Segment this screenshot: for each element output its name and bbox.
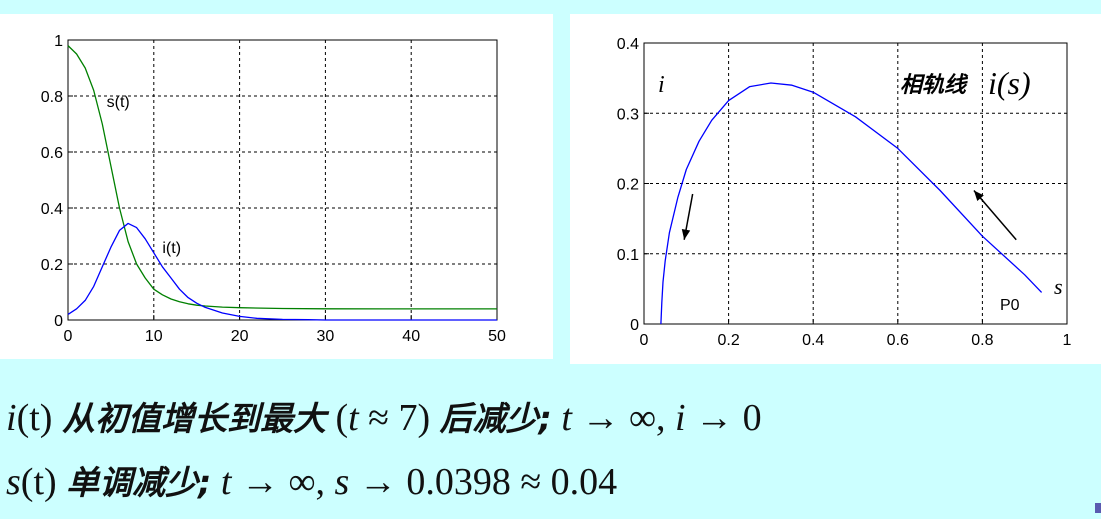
caption-2-func: s bbox=[6, 461, 21, 503]
left-tick-label-y: 0.2 bbox=[41, 257, 63, 274]
point-label-p0: P0 bbox=[1000, 297, 1020, 314]
phase-trajectory-chart: 0 0.2 0.4 0.6 0.8 1 0 0.1 0.2 0.3 0.4 i s 相轨线 i(s) P0 bbox=[617, 36, 1072, 349]
time-series-chart: 0 10 20 30 40 50 0 0.2 0.4 0.6 0.8 1 s(t) i(t) bbox=[41, 33, 506, 345]
caption-1-text2: 后减少; bbox=[439, 399, 552, 438]
caption-line-2: s(t) 单调减少; t → ∞, s → 0.0398 ≈ 0.04 bbox=[6, 456, 617, 504]
series-line-i-of-s bbox=[660, 82, 1043, 325]
left-tick-label-x: 0 bbox=[64, 328, 73, 345]
left-tick-label-y: 0.6 bbox=[41, 145, 63, 162]
series-line-st bbox=[67, 45, 497, 310]
right-tick-label-y: 0.1 bbox=[617, 247, 639, 264]
left-tick-label-y: 1 bbox=[54, 33, 63, 50]
right-tick-label-y: 0.2 bbox=[617, 177, 639, 194]
left-tick-label-x: 50 bbox=[488, 328, 506, 345]
caption-1-tail-end: → 0 bbox=[695, 397, 762, 439]
left-tick-label-y: 0 bbox=[54, 313, 63, 330]
caption-2-tail-end: → 0.0398 ≈ 0.04 bbox=[358, 461, 618, 503]
right-tick-label-x: 0.8 bbox=[971, 332, 993, 349]
series-line-it bbox=[67, 222, 497, 321]
caption-line-1: i(t) 从初值增长到最大 (t ≈ 7) 后减少; t → ∞, i → 0 bbox=[6, 392, 762, 440]
right-tick-label-y: 0.4 bbox=[617, 36, 639, 53]
left-chart-panel: 0 10 20 30 40 50 0 0.2 0.4 0.6 0.8 1 s(t) i(t) bbox=[0, 14, 553, 359]
right-tick-label-y: 0.3 bbox=[617, 106, 639, 123]
left-tick-label-x: 10 bbox=[145, 328, 163, 345]
left-tick-label-y: 0.8 bbox=[41, 89, 63, 106]
left-tick-label-x: 30 bbox=[317, 328, 335, 345]
right-tick-label-x: 1 bbox=[1063, 332, 1072, 349]
direction-arrow-shaft bbox=[973, 190, 1017, 241]
caption-1-tvar: t bbox=[348, 397, 359, 439]
caption-2-tail-arrow: → ∞, bbox=[240, 461, 326, 503]
phase-chart-title-text: 相轨线 bbox=[900, 72, 969, 98]
caption-1-func-arg: (t) bbox=[16, 397, 53, 439]
caption-1-tail-t: t bbox=[561, 397, 572, 439]
left-tick-label-x: 40 bbox=[402, 328, 420, 345]
left-plot-area bbox=[68, 40, 497, 320]
annotation-label: i(t) bbox=[162, 240, 181, 257]
right-tick-label-x: 0.6 bbox=[887, 332, 909, 349]
annotation-label: s(t) bbox=[107, 94, 130, 111]
right-tick-label-x: 0.2 bbox=[717, 332, 739, 349]
caption-1-tail-i: i bbox=[675, 397, 686, 439]
caption-2-text1: 单调减少; bbox=[66, 463, 212, 502]
y-axis-letter: i bbox=[658, 72, 665, 98]
caption-2-func-arg: (t) bbox=[20, 461, 57, 503]
right-tick-label-x: 0.4 bbox=[802, 332, 824, 349]
right-tick-label-y: 0 bbox=[630, 317, 639, 334]
left-tick-label-x: 20 bbox=[231, 328, 249, 345]
caption-1-func: i bbox=[6, 397, 17, 439]
caption-1-tail-arrow: → ∞, bbox=[581, 397, 666, 439]
right-tick-label-x: 0 bbox=[640, 332, 649, 349]
right-axes-frame bbox=[643, 42, 1068, 325]
direction-arrowhead bbox=[973, 190, 984, 201]
x-axis-letter: s bbox=[1054, 274, 1063, 299]
caption-2-tail-t: t bbox=[220, 461, 232, 503]
left-tick-label-y: 0.4 bbox=[41, 201, 63, 218]
caption-1-approx: ≈ 7) bbox=[368, 397, 431, 439]
caption-1-text1: 从初值增长到最大 bbox=[61, 399, 326, 438]
phase-chart-title-formula: i(s) bbox=[988, 65, 1031, 101]
direction-arrowhead bbox=[681, 229, 691, 240]
slide-corner-marker bbox=[1095, 503, 1101, 513]
caption-1-paren: ( bbox=[335, 397, 349, 439]
right-chart-panel: 0 0.2 0.4 0.6 0.8 1 0 0.1 0.2 0.3 0.4 i s 相轨线 i(s) P0 bbox=[570, 14, 1101, 364]
caption-2-tail-s: s bbox=[334, 461, 350, 503]
